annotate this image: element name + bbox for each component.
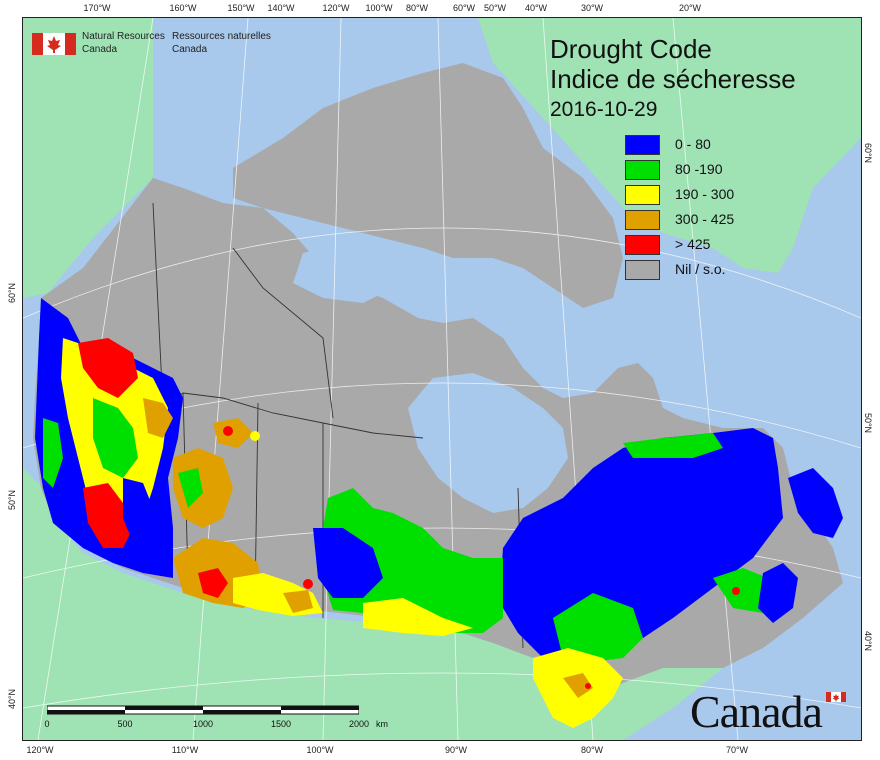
lon-label: 110°W (171, 745, 199, 755)
legend-swatch (625, 235, 660, 255)
lon-label: 80°W (405, 3, 429, 13)
lon-label: 50°W (483, 3, 507, 13)
legend-swatch (625, 160, 660, 180)
drought-code-map[interactable] (23, 18, 861, 740)
canada-flag-icon (32, 33, 76, 55)
arctic-islands (233, 63, 623, 308)
legend-swatch (625, 185, 660, 205)
lon-label: 140°W (267, 3, 295, 13)
legend-swatch (625, 260, 660, 280)
map-frame[interactable] (22, 17, 862, 741)
scale-label: 500 (117, 719, 133, 729)
drought-code-regions (35, 298, 843, 728)
legend-label: Nil / s.o. (675, 261, 726, 277)
lon-label: 160°W (169, 3, 197, 13)
title-english: Drought Code (550, 34, 712, 64)
scale-bar: 0 500 1000 1500 2000 km (44, 705, 388, 733)
legend-swatch (625, 135, 660, 155)
lon-label: 40°W (524, 3, 548, 13)
map-title: Drought Code Indice de sécheresse 2016-1… (550, 34, 796, 124)
scale-bar-graphic (47, 705, 359, 715)
agency-name-fr: Ressources naturelles Canada (172, 31, 271, 55)
lat-label: 60°N (863, 142, 874, 164)
lon-label: 120°W (322, 3, 350, 13)
alaska (23, 18, 153, 298)
lon-label: 80°W (580, 745, 604, 755)
wordmark-flag-icon (826, 692, 846, 702)
legend-label: 300 - 425 (675, 211, 735, 227)
lat-label: 40°N (863, 630, 874, 652)
lat-label: 50°N (863, 412, 874, 434)
lon-label: 100°W (306, 745, 334, 755)
lat-label: 60°N (7, 282, 18, 304)
scale-label: 1500 (270, 719, 292, 729)
legend-label: > 425 (675, 236, 711, 252)
lon-label: 170°W (83, 3, 111, 13)
lon-label: 20°W (678, 3, 702, 13)
lon-label: 90°W (444, 745, 468, 755)
legend-swatch (625, 210, 660, 230)
scale-label: 2000 (348, 719, 370, 729)
lat-label: 50°N (7, 489, 18, 511)
scale-label: 0 (44, 719, 50, 729)
scale-label: 1000 (192, 719, 214, 729)
lon-label: 60°W (452, 3, 476, 13)
lon-label: 100°W (365, 3, 393, 13)
scale-unit: km (376, 719, 388, 729)
map-date: 2016-10-29 (550, 98, 658, 121)
lat-label: 40°N (7, 688, 18, 710)
canada-wordmark: Canada (690, 686, 823, 737)
lon-label: 150°W (227, 3, 255, 13)
legend-label: 190 - 300 (675, 186, 735, 202)
lon-label: 30°W (580, 3, 604, 13)
lon-label: 70°W (725, 745, 749, 755)
lon-label: 120°W (26, 745, 54, 755)
legend-label: 80 -190 (675, 161, 723, 177)
hudson-bay (408, 373, 568, 513)
legend-label: 0 - 80 (675, 136, 711, 152)
greenland (478, 18, 861, 273)
title-french: Indice de sécheresse (550, 64, 796, 94)
agency-name-en: Natural Resources Canada (82, 31, 165, 55)
